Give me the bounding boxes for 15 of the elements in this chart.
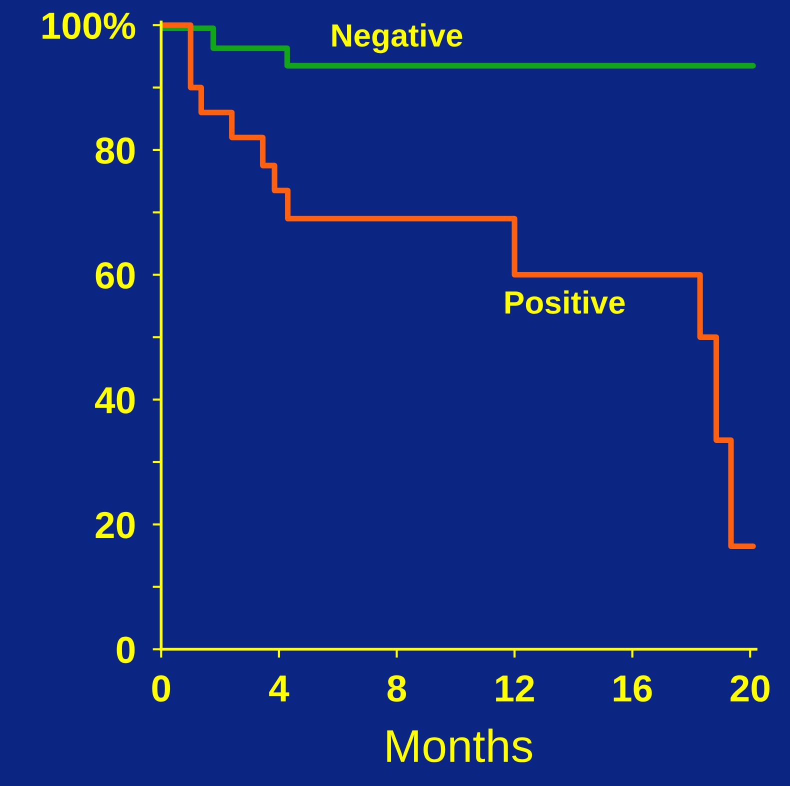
x-tick-label: 8 <box>388 675 406 702</box>
x-tick-label: 20 <box>730 675 770 702</box>
x-tick-label: 4 <box>269 676 290 702</box>
y-tick-label: 100% <box>42 12 136 40</box>
x-tick-label: 16 <box>614 675 652 702</box>
y-tick-label: 60 <box>96 262 135 289</box>
series-label: Positive <box>506 290 625 314</box>
y-tick-label: 40 <box>95 386 135 414</box>
y-tick-label: 80 <box>96 137 135 164</box>
series-label: Negative <box>332 23 462 54</box>
x-axis-title: Months <box>387 728 532 762</box>
x-tick-label: 12 <box>496 675 534 702</box>
y-tick-label: 20 <box>96 512 135 538</box>
y-tick-label: 0 <box>116 636 135 664</box>
x-tick-label: 0 <box>152 675 170 702</box>
